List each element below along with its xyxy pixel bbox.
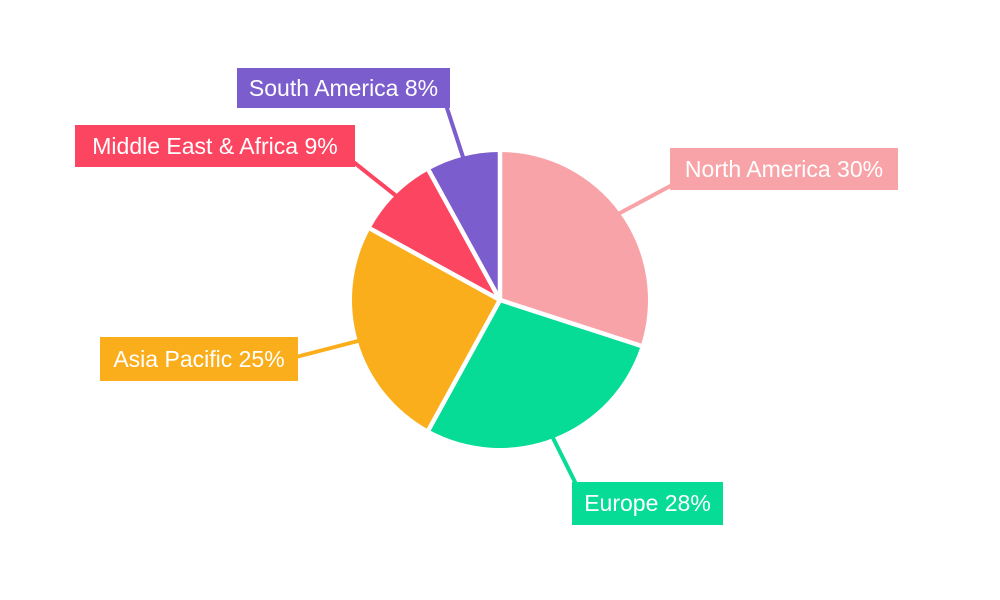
pie-slice-asia-pacific[interactable] [352, 228, 500, 430]
slice-label-europe: Europe 28% [572, 482, 723, 525]
slice-gap [499, 297, 642, 348]
leader-line-middle-east-africa [349, 158, 397, 197]
slice-label-south-america: South America 8% [237, 68, 450, 108]
slice-label-north-america: North America 30% [670, 148, 898, 190]
slice-gap [426, 169, 502, 302]
slice-label-asia-pacific: Asia Pacific 25% [100, 337, 298, 381]
pie-slice-middle-east-africa[interactable] [370, 170, 500, 300]
pie-slice-north-america[interactable] [500, 152, 648, 346]
leader-line-asia-pacific [294, 339, 360, 359]
slice-gap [369, 226, 502, 302]
leader-line-north-america [618, 182, 676, 215]
leader-line-south-america [444, 103, 465, 159]
slice-gap [426, 298, 502, 431]
leader-line-europe [551, 436, 579, 488]
slice-label-middle-east-africa: Middle East & Africa 9% [75, 125, 355, 167]
